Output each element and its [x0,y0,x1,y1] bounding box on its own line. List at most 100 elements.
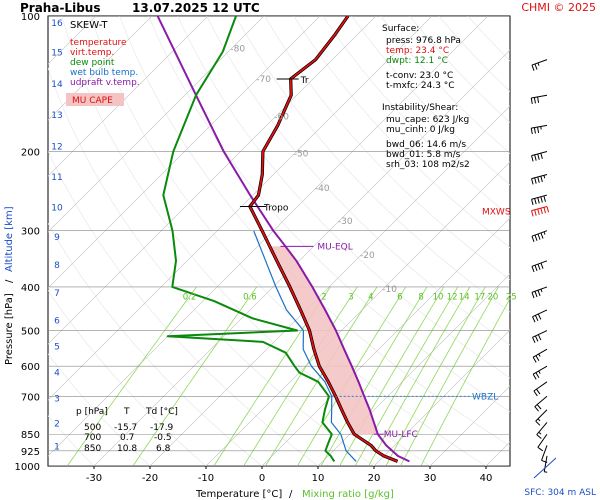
wind-barb-staff [531,260,548,267]
wind-barb-flag [537,233,541,240]
mixing-ratio-label: 0.6 [243,292,257,302]
isotherm [48,16,153,121]
wind-barb-half [543,231,546,235]
wind-barb-staff [531,194,548,200]
wbzl-label: WBZL [472,392,498,402]
wind-barb-flag [543,207,546,214]
table-row-850-td: 6.8 [156,444,171,454]
mixing-ratio-label: 3 [348,292,353,302]
wind-barb-flag [534,234,538,241]
isotherm-label: -80 [230,45,245,55]
cape-area [269,246,378,435]
wind-barb-flag [534,63,538,70]
wind-barb-staff [534,395,548,407]
x-tick-label: -10 [198,473,214,484]
isotherm [48,16,265,233]
x-tick-label: 30 [424,473,437,484]
pressure-tick-label: 100 [21,12,40,23]
wind-barb-flag [531,236,535,242]
wind-barb-staff [536,422,548,435]
table-header-t: T [123,407,130,417]
wind-barb-flag [537,334,542,341]
mu-cinh-value: mu_cinh: 0 J/kg [386,125,455,135]
wind-barb-flag [540,176,543,183]
altitude-tick-label: 3 [54,394,60,404]
wind-barb-half [538,431,542,435]
surface-tconv: t-conv: 23.0 °C [386,71,453,81]
wind-barb-flag [534,335,539,342]
wind-barb-flag [546,206,550,213]
overlay-layer: -80-70-60-50-40-30-20-100.2 0.6 2 3 4 6 8 10 12 1… [183,45,517,441]
isotherm-label: -40 [315,184,330,194]
y-label-altitude: Altitude [km] [4,206,15,272]
wind-barb-flag [534,177,537,184]
wind-barb-staff [532,348,548,358]
wind-barb-flag [540,262,544,269]
wind-barb-flag [531,199,534,206]
wind-barb [531,59,548,71]
isotherm [48,16,321,289]
x-label-mix: Mixing ratio [g/kg] [302,489,394,500]
wind-barb-flag [535,372,540,379]
wind-barb-flag [537,176,540,183]
wind-barb-half [540,126,542,130]
wind-barb [531,260,548,273]
wind-barb-flag [531,178,534,185]
wind-barb [531,173,548,185]
wind-barb-staff [533,381,548,392]
wind-barb-staff [531,94,548,99]
pressure-tick-label: 500 [21,327,40,338]
wind-barb-flag [536,388,541,395]
wetbulb-line [253,230,357,462]
wind-barb-half [544,471,548,473]
pressure-tick-label: 200 [21,147,40,158]
table-row-500-td: -17.9 [150,423,174,433]
altitude-tick-label: 5 [54,343,60,353]
isotherm [429,385,510,466]
wind-barb-staff [543,455,548,472]
mu-cape-value: mu_cape: 623 J/kg [386,115,469,125]
isotherm [48,16,377,345]
wind-barb-flag [534,315,539,322]
wind-barb-flag [533,97,536,104]
wind-barb-flag [537,208,540,215]
date-title: 13.07.2025 12 UTC [132,1,260,15]
mu-cape-label: MU CAPE [72,96,113,106]
level-table: p [hPa] T Td [°C] 500 -15.7 -17.9 700 0.… [76,407,178,454]
isotherm-label: -50 [294,149,309,159]
wind-barb-flag [537,313,542,320]
wind-barb-flag [534,265,538,272]
altitude-tick-label: 1 [54,442,60,452]
legend-virt-temp: virt.temp. [70,48,114,58]
wind-barb-flag [530,128,533,135]
wind-barb [530,124,548,135]
wind-barb [532,309,548,323]
x-axis-title: Temperature [°C] / Mixing ratio [g/kg] [195,489,394,500]
wind-barb-flag [537,153,540,160]
mixing-ratio-label: 10 [433,292,444,302]
dry-adiabat [206,16,510,346]
isotherm-label: -20 [360,251,375,261]
altitude-tick-label: 9 [54,233,60,243]
table-row-700-p: 700 [84,433,101,443]
wind-barb-flag [532,337,536,343]
tr-label: Tr [300,76,309,86]
isotherm [48,16,489,457]
y-label-pressure: Pressure [hPa] [4,293,15,365]
wind-barb-flag [532,356,537,363]
wind-barb-flag [531,64,535,71]
bwd06-value: bwd_06: 14.6 m/s [386,140,466,150]
dry-adiabat [322,16,510,217]
surface-title: Surface: [382,24,419,34]
surface-temp: temp: 23.4 °C [386,46,449,56]
wind-barb-staff [537,433,548,448]
mu-lfc-label: MU-LFC [384,430,418,440]
x-tick-label: 0 [259,473,265,484]
instability-box: Instability/Shear: mu_cape: 623 J/kg mu_… [382,103,470,170]
wind-barb-staff [531,59,548,66]
mixing-ratio-label: 14 [459,292,470,302]
temperature-line [248,16,398,463]
wind-barb [533,381,548,397]
wind-barb-flag [532,373,537,380]
wind-barb-staff [532,330,548,338]
